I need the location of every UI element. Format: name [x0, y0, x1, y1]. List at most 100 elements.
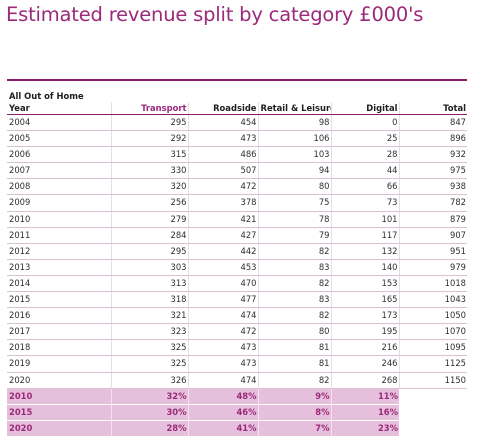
- cell-roadside: 473: [187, 339, 258, 357]
- cell-roadside: 473: [187, 355, 258, 373]
- cell-digital: 246: [330, 355, 399, 373]
- cell-year: 2016: [7, 307, 111, 325]
- cell-transport: 325: [110, 339, 188, 357]
- table-row: 2013 303 453 83 140 979: [7, 259, 467, 276]
- cell-transport: 326: [110, 372, 188, 389]
- cell-year: 2013: [7, 259, 111, 276]
- cell-total: 1150: [398, 372, 467, 389]
- cell-total: 896: [398, 130, 467, 148]
- cell-total: 979: [398, 259, 467, 276]
- share-cell-transport: 28%: [110, 420, 188, 437]
- cell-transport: 256: [110, 194, 188, 212]
- cell-transport: 330: [110, 162, 188, 180]
- cell-retail-leisure: 94: [257, 162, 331, 180]
- table-row: 2016 321 474 82 173 1050: [7, 307, 467, 325]
- cell-transport: 284: [110, 227, 188, 244]
- cell-year: 2010: [7, 211, 111, 228]
- cell-roadside: 474: [187, 307, 258, 325]
- cell-digital: 25: [330, 130, 399, 148]
- table-row: 2014 313 470 82 153 1018: [7, 275, 467, 293]
- table-row: 2011 284 427 79 117 907: [7, 227, 467, 244]
- share-cell-roadside: 41%: [187, 420, 258, 437]
- cell-total: 1095: [398, 339, 467, 357]
- share-cell-retail-leisure: 7%: [257, 420, 331, 437]
- title-divider: [7, 79, 467, 81]
- cell-retail-leisure: 82: [257, 275, 331, 293]
- cell-transport: 318: [110, 291, 188, 309]
- share-cell-total: [399, 420, 467, 437]
- cell-retail-leisure: 78: [257, 211, 331, 228]
- cell-retail-leisure: 75: [257, 194, 331, 212]
- cell-digital: 216: [330, 339, 399, 357]
- share-cell-digital: 23%: [330, 420, 399, 437]
- cell-year: 2019: [7, 355, 111, 373]
- cell-digital: 73: [330, 194, 399, 212]
- share-cell-year: 2010: [7, 388, 111, 405]
- cell-retail-leisure: 80: [257, 323, 331, 341]
- cell-digital: 66: [330, 178, 399, 196]
- column-header-transport: Transport: [110, 102, 188, 115]
- cell-total: 1070: [398, 323, 467, 341]
- table-header-row: Year Transport Roadside Retail & Leisure…: [7, 102, 467, 115]
- table-row: 2015 318 477 83 165 1043: [7, 291, 467, 309]
- cell-year: 2018: [7, 339, 111, 357]
- cell-total: 938: [398, 178, 467, 196]
- share-cell-total: [399, 404, 467, 421]
- cell-digital: 140: [330, 259, 399, 276]
- cell-total: 932: [398, 146, 467, 164]
- cell-total: 1018: [398, 275, 467, 293]
- share-cell-retail-leisure: 8%: [257, 404, 331, 421]
- cell-retail-leisure: 82: [257, 372, 331, 389]
- table-row: 2007 330 507 94 44 975: [7, 162, 467, 180]
- cell-digital: 28: [330, 146, 399, 164]
- cell-year: 2005: [7, 130, 111, 148]
- cell-total: 975: [398, 162, 467, 180]
- cell-total: 1125: [398, 355, 467, 373]
- table-row: 2005 292 473 106 25 896: [7, 130, 467, 148]
- cell-year: 2006: [7, 146, 111, 164]
- cell-transport: 323: [110, 323, 188, 341]
- cell-total: 879: [398, 211, 467, 228]
- cell-roadside: 472: [187, 323, 258, 341]
- table-row: 2009 256 378 75 73 782: [7, 194, 467, 212]
- cell-transport: 303: [110, 259, 188, 276]
- cell-digital: 101: [330, 211, 399, 228]
- cell-retail-leisure: 103: [257, 146, 331, 164]
- cell-retail-leisure: 83: [257, 259, 331, 276]
- cell-transport: 292: [110, 130, 188, 148]
- cell-roadside: 470: [187, 275, 258, 293]
- table-group-header-row: All Out of Home: [7, 91, 467, 102]
- cell-roadside: 427: [187, 227, 258, 244]
- cell-total: 782: [398, 194, 467, 212]
- cell-year: 2014: [7, 275, 111, 293]
- column-header-roadside: Roadside: [187, 102, 258, 115]
- cell-year: 2020: [7, 372, 111, 389]
- cell-transport: 320: [110, 178, 188, 196]
- share-cell-digital: 16%: [330, 404, 399, 421]
- share-cell-year: 2015: [7, 404, 111, 421]
- column-header-year: Year: [7, 102, 111, 115]
- cell-roadside: 378: [187, 194, 258, 212]
- column-header-total: Total: [398, 102, 467, 115]
- cell-total: 1043: [398, 291, 467, 309]
- share-cell-digital: 11%: [330, 388, 399, 405]
- cell-digital: 0: [330, 114, 399, 132]
- cell-total: 1050: [398, 307, 467, 325]
- cell-digital: 165: [330, 291, 399, 309]
- cell-transport: 295: [110, 114, 188, 132]
- table-row: 2019 325 473 81 246 1125: [7, 355, 467, 373]
- revenue-table: All Out of Home Year Transport Roadside …: [7, 91, 467, 437]
- table-row: 2018 325 473 81 216 1095: [7, 339, 467, 357]
- cell-roadside: 454: [187, 114, 258, 132]
- cell-year: 2011: [7, 227, 111, 244]
- cell-transport: 321: [110, 307, 188, 325]
- cell-total: 907: [398, 227, 467, 244]
- cell-transport: 325: [110, 355, 188, 373]
- share-cell-transport: 30%: [110, 404, 188, 421]
- cell-digital: 44: [330, 162, 399, 180]
- cell-digital: 173: [330, 307, 399, 325]
- table-row: 2004 295 454 98 0 847: [7, 114, 467, 132]
- cell-year: 2012: [7, 243, 111, 260]
- cell-year: 2015: [7, 291, 111, 309]
- cell-retail-leisure: 82: [257, 243, 331, 260]
